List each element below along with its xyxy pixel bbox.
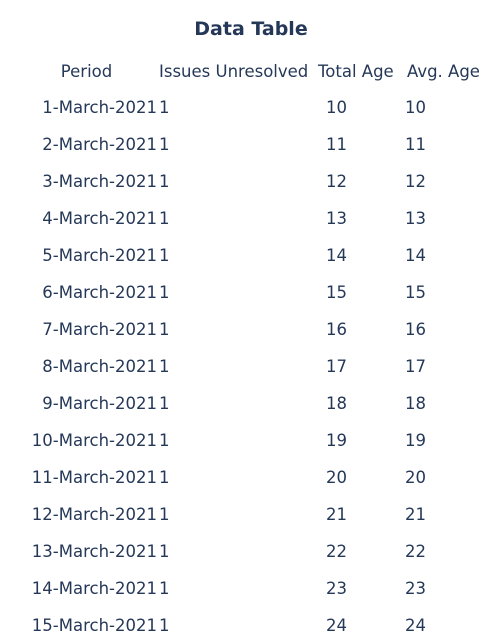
cell-issues-unresolved: 1 xyxy=(159,246,170,265)
cell-avg-age: 20 xyxy=(405,468,426,487)
cell-total-age: 23 xyxy=(326,579,347,598)
cell-issues-unresolved: 1 xyxy=(159,357,170,376)
cell-period: 14-March-2021 xyxy=(31,579,157,598)
cell-avg-age: 13 xyxy=(405,209,426,228)
cell-avg-age: 12 xyxy=(405,172,426,191)
data-table: Period Issues Unresolved Total Age Avg. … xyxy=(16,53,485,644)
cell-total-age: 20 xyxy=(326,468,347,487)
cell-issues-unresolved: 1 xyxy=(159,394,170,413)
cell-period: 15-March-2021 xyxy=(31,616,157,635)
table-row: 1-March-2021 1 10 10 xyxy=(16,89,485,126)
cell-avg-age: 11 xyxy=(405,135,426,154)
cell-period: 13-March-2021 xyxy=(31,542,157,561)
cell-period: 6-March-2021 xyxy=(42,283,157,302)
column-header-avg-age: Avg. Age xyxy=(407,61,480,81)
cell-avg-age: 14 xyxy=(405,246,426,265)
cell-issues-unresolved: 1 xyxy=(159,468,170,487)
cell-total-age: 21 xyxy=(326,505,347,524)
cell-issues-unresolved: 1 xyxy=(159,542,170,561)
cell-period: 1-March-2021 xyxy=(42,98,157,117)
table-row: 14-March-2021 1 23 23 xyxy=(16,570,485,607)
column-header-period: Period xyxy=(60,61,113,81)
table-body: 1-March-2021 1 10 10 2-March-2021 1 11 11 3-Marc… xyxy=(16,89,485,644)
cell-issues-unresolved: 1 xyxy=(159,135,170,154)
cell-period: 2-March-2021 xyxy=(42,135,157,154)
cell-total-age: 15 xyxy=(326,283,347,302)
cell-total-age: 18 xyxy=(326,394,347,413)
cell-period: 4-March-2021 xyxy=(42,209,157,228)
cell-total-age: 13 xyxy=(326,209,347,228)
cell-total-age: 17 xyxy=(326,357,347,376)
cell-issues-unresolved: 1 xyxy=(159,431,170,450)
table-row: 4-March-2021 1 13 13 xyxy=(16,200,485,237)
cell-avg-age: 18 xyxy=(405,394,426,413)
cell-total-age: 16 xyxy=(326,320,347,339)
cell-issues-unresolved: 1 xyxy=(159,505,170,524)
table-row: 15-March-2021 1 24 24 xyxy=(16,607,485,644)
cell-period: 7-March-2021 xyxy=(42,320,157,339)
cell-issues-unresolved: 1 xyxy=(159,579,170,598)
cell-issues-unresolved: 1 xyxy=(159,98,170,117)
table-title: Data Table xyxy=(194,18,308,40)
table-row: 13-March-2021 1 22 22 xyxy=(16,533,485,570)
column-header-total-age: Total Age xyxy=(318,61,394,81)
cell-avg-age: 23 xyxy=(405,579,426,598)
cell-avg-age: 19 xyxy=(405,431,426,450)
table-row: 12-March-2021 1 21 21 xyxy=(16,496,485,533)
cell-period: 8-March-2021 xyxy=(42,357,157,376)
table-row: 5-March-2021 1 14 14 xyxy=(16,237,485,274)
cell-avg-age: 24 xyxy=(405,616,426,635)
cell-period: 10-March-2021 xyxy=(31,431,157,450)
cell-total-age: 19 xyxy=(326,431,347,450)
cell-total-age: 22 xyxy=(326,542,347,561)
cell-total-age: 10 xyxy=(326,98,347,117)
cell-period: 11-March-2021 xyxy=(31,468,157,487)
cell-avg-age: 22 xyxy=(405,542,426,561)
cell-issues-unresolved: 1 xyxy=(159,320,170,339)
cell-period: 9-March-2021 xyxy=(42,394,157,413)
column-header-issues-unresolved: Issues Unresolved xyxy=(159,61,309,81)
cell-avg-age: 16 xyxy=(405,320,426,339)
cell-avg-age: 17 xyxy=(405,357,426,376)
cell-total-age: 11 xyxy=(326,135,347,154)
cell-issues-unresolved: 1 xyxy=(159,283,170,302)
cell-avg-age: 15 xyxy=(405,283,426,302)
cell-total-age: 14 xyxy=(326,246,347,265)
table-row: 8-March-2021 1 17 17 xyxy=(16,348,485,385)
cell-issues-unresolved: 1 xyxy=(159,209,170,228)
table-row: 9-March-2021 1 18 18 xyxy=(16,385,485,422)
cell-period: 5-March-2021 xyxy=(42,246,157,265)
cell-avg-age: 10 xyxy=(405,98,426,117)
table-row: 7-March-2021 1 16 16 xyxy=(16,311,485,348)
cell-period: 12-March-2021 xyxy=(31,505,157,524)
table-row: 10-March-2021 1 19 19 xyxy=(16,422,485,459)
table-row: 6-March-2021 1 15 15 xyxy=(16,274,485,311)
table-header: Period Issues Unresolved Total Age Avg. … xyxy=(16,53,485,89)
cell-total-age: 24 xyxy=(326,616,347,635)
table-row: 11-March-2021 1 20 20 xyxy=(16,459,485,496)
table-row: 2-March-2021 1 11 11 xyxy=(16,126,485,163)
cell-issues-unresolved: 1 xyxy=(159,616,170,635)
header-row: Period Issues Unresolved Total Age Avg. … xyxy=(16,53,485,89)
table-row: 3-March-2021 1 12 12 xyxy=(16,163,485,200)
cell-period: 3-March-2021 xyxy=(42,172,157,191)
cell-avg-age: 21 xyxy=(405,505,426,524)
cell-total-age: 12 xyxy=(326,172,347,191)
cell-issues-unresolved: 1 xyxy=(159,172,170,191)
